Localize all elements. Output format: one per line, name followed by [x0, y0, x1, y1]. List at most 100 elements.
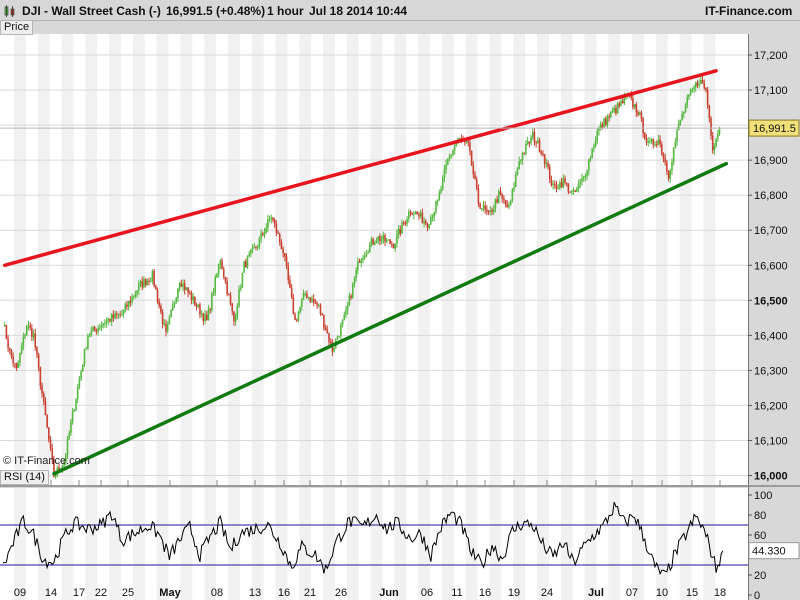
candle-body [492, 208, 495, 213]
candle-body [178, 283, 181, 289]
candle-body [562, 178, 565, 188]
candle-body [642, 118, 644, 133]
candle-body [606, 116, 609, 125]
candle-body [564, 178, 566, 183]
candle-body [418, 214, 420, 217]
candle-body [521, 153, 524, 161]
resistance-trendline [2, 69, 718, 268]
candle-body [119, 314, 121, 316]
candle-body [666, 162, 668, 171]
candle-body [222, 268, 225, 277]
candle-body [372, 239, 374, 245]
price-tick-label: 16,700 [754, 225, 788, 237]
candle-body [379, 236, 381, 242]
candle-body [424, 221, 427, 224]
candle-body [601, 124, 604, 128]
x-tick-label: 16 [278, 587, 290, 599]
candle-body [696, 82, 699, 86]
candle-body [256, 246, 259, 248]
candle-body [260, 233, 262, 239]
candle-body [533, 131, 536, 143]
candle-body [475, 179, 478, 189]
candle-body [391, 243, 393, 245]
candle-body [255, 246, 257, 248]
candle-body [54, 474, 57, 477]
candle-body [511, 189, 514, 201]
candle-body [341, 319, 344, 325]
candle-body [29, 325, 31, 329]
candle-body [633, 104, 636, 108]
candle-body [644, 132, 646, 139]
candle-body [579, 181, 582, 184]
candle-body [282, 249, 284, 254]
candle-body [367, 252, 369, 254]
session-stripe [37, 34, 50, 486]
candle-body [98, 327, 101, 329]
candle-body [377, 236, 380, 241]
candle-body [292, 297, 295, 315]
session-stripe [394, 488, 407, 600]
candle-body [671, 161, 673, 171]
candle-body [34, 333, 37, 348]
candle-body [382, 235, 385, 240]
session-stripe [679, 488, 692, 600]
candle-body [109, 318, 111, 322]
candle-body [182, 283, 184, 287]
rsi-tick-label: 60 [754, 530, 766, 542]
session-stripe [418, 34, 431, 486]
price-tick-label: 16,400 [754, 330, 788, 342]
candle-body [623, 96, 626, 104]
candle-body [61, 465, 64, 470]
candle-body [504, 200, 507, 205]
candle-body [312, 298, 315, 302]
candle-body [336, 336, 339, 340]
session-stripe [251, 488, 264, 600]
price-tick-label: 16,100 [754, 435, 788, 447]
candle-body [20, 346, 23, 354]
x-tick-label: Jun [379, 587, 399, 599]
x-tick-label: Jul [588, 587, 604, 599]
candle-body [385, 239, 388, 242]
rsi-tick-label: 100 [754, 490, 772, 502]
price-change: 16,991.5 (+0.48%) [166, 4, 266, 18]
candle-body [487, 211, 490, 213]
candle-body [202, 313, 205, 321]
candle-body [587, 159, 590, 171]
rsi-last-value-label: 44.330 [752, 546, 786, 558]
candle-body [615, 108, 617, 114]
candle-body [211, 293, 213, 311]
candle-body [660, 144, 663, 155]
session-stripe [608, 488, 621, 600]
candle-body [402, 222, 405, 224]
candle-body [340, 324, 342, 336]
candle-body [537, 140, 539, 144]
candle-body [406, 219, 408, 224]
candle-body [370, 239, 373, 245]
candle-body [134, 293, 137, 297]
session-stripe [489, 34, 502, 486]
candle-body [318, 304, 320, 306]
candle-body [270, 217, 273, 220]
candle-body [368, 244, 371, 253]
candle-body [348, 295, 351, 306]
candle-body [199, 304, 201, 315]
price-tick-label: 16,300 [754, 365, 788, 377]
candle-body [542, 153, 544, 155]
candle-body [275, 223, 278, 233]
candle-body [516, 168, 519, 175]
session-stripe [560, 34, 573, 486]
candle-body [708, 105, 711, 119]
candle-body [387, 239, 390, 241]
candle-body [401, 222, 403, 234]
candle-body [115, 313, 118, 316]
session-stripe [703, 34, 716, 486]
candle-body [506, 204, 509, 208]
price-tick-label: 16,200 [754, 400, 788, 412]
instrument-title: DJI - Wall Street Cash (-) [22, 4, 161, 18]
candle-body [491, 209, 493, 213]
candle-body [552, 183, 554, 186]
candle-body [284, 253, 286, 257]
candle-body [357, 261, 359, 271]
candle-body [620, 100, 622, 106]
candle-body [674, 141, 677, 149]
